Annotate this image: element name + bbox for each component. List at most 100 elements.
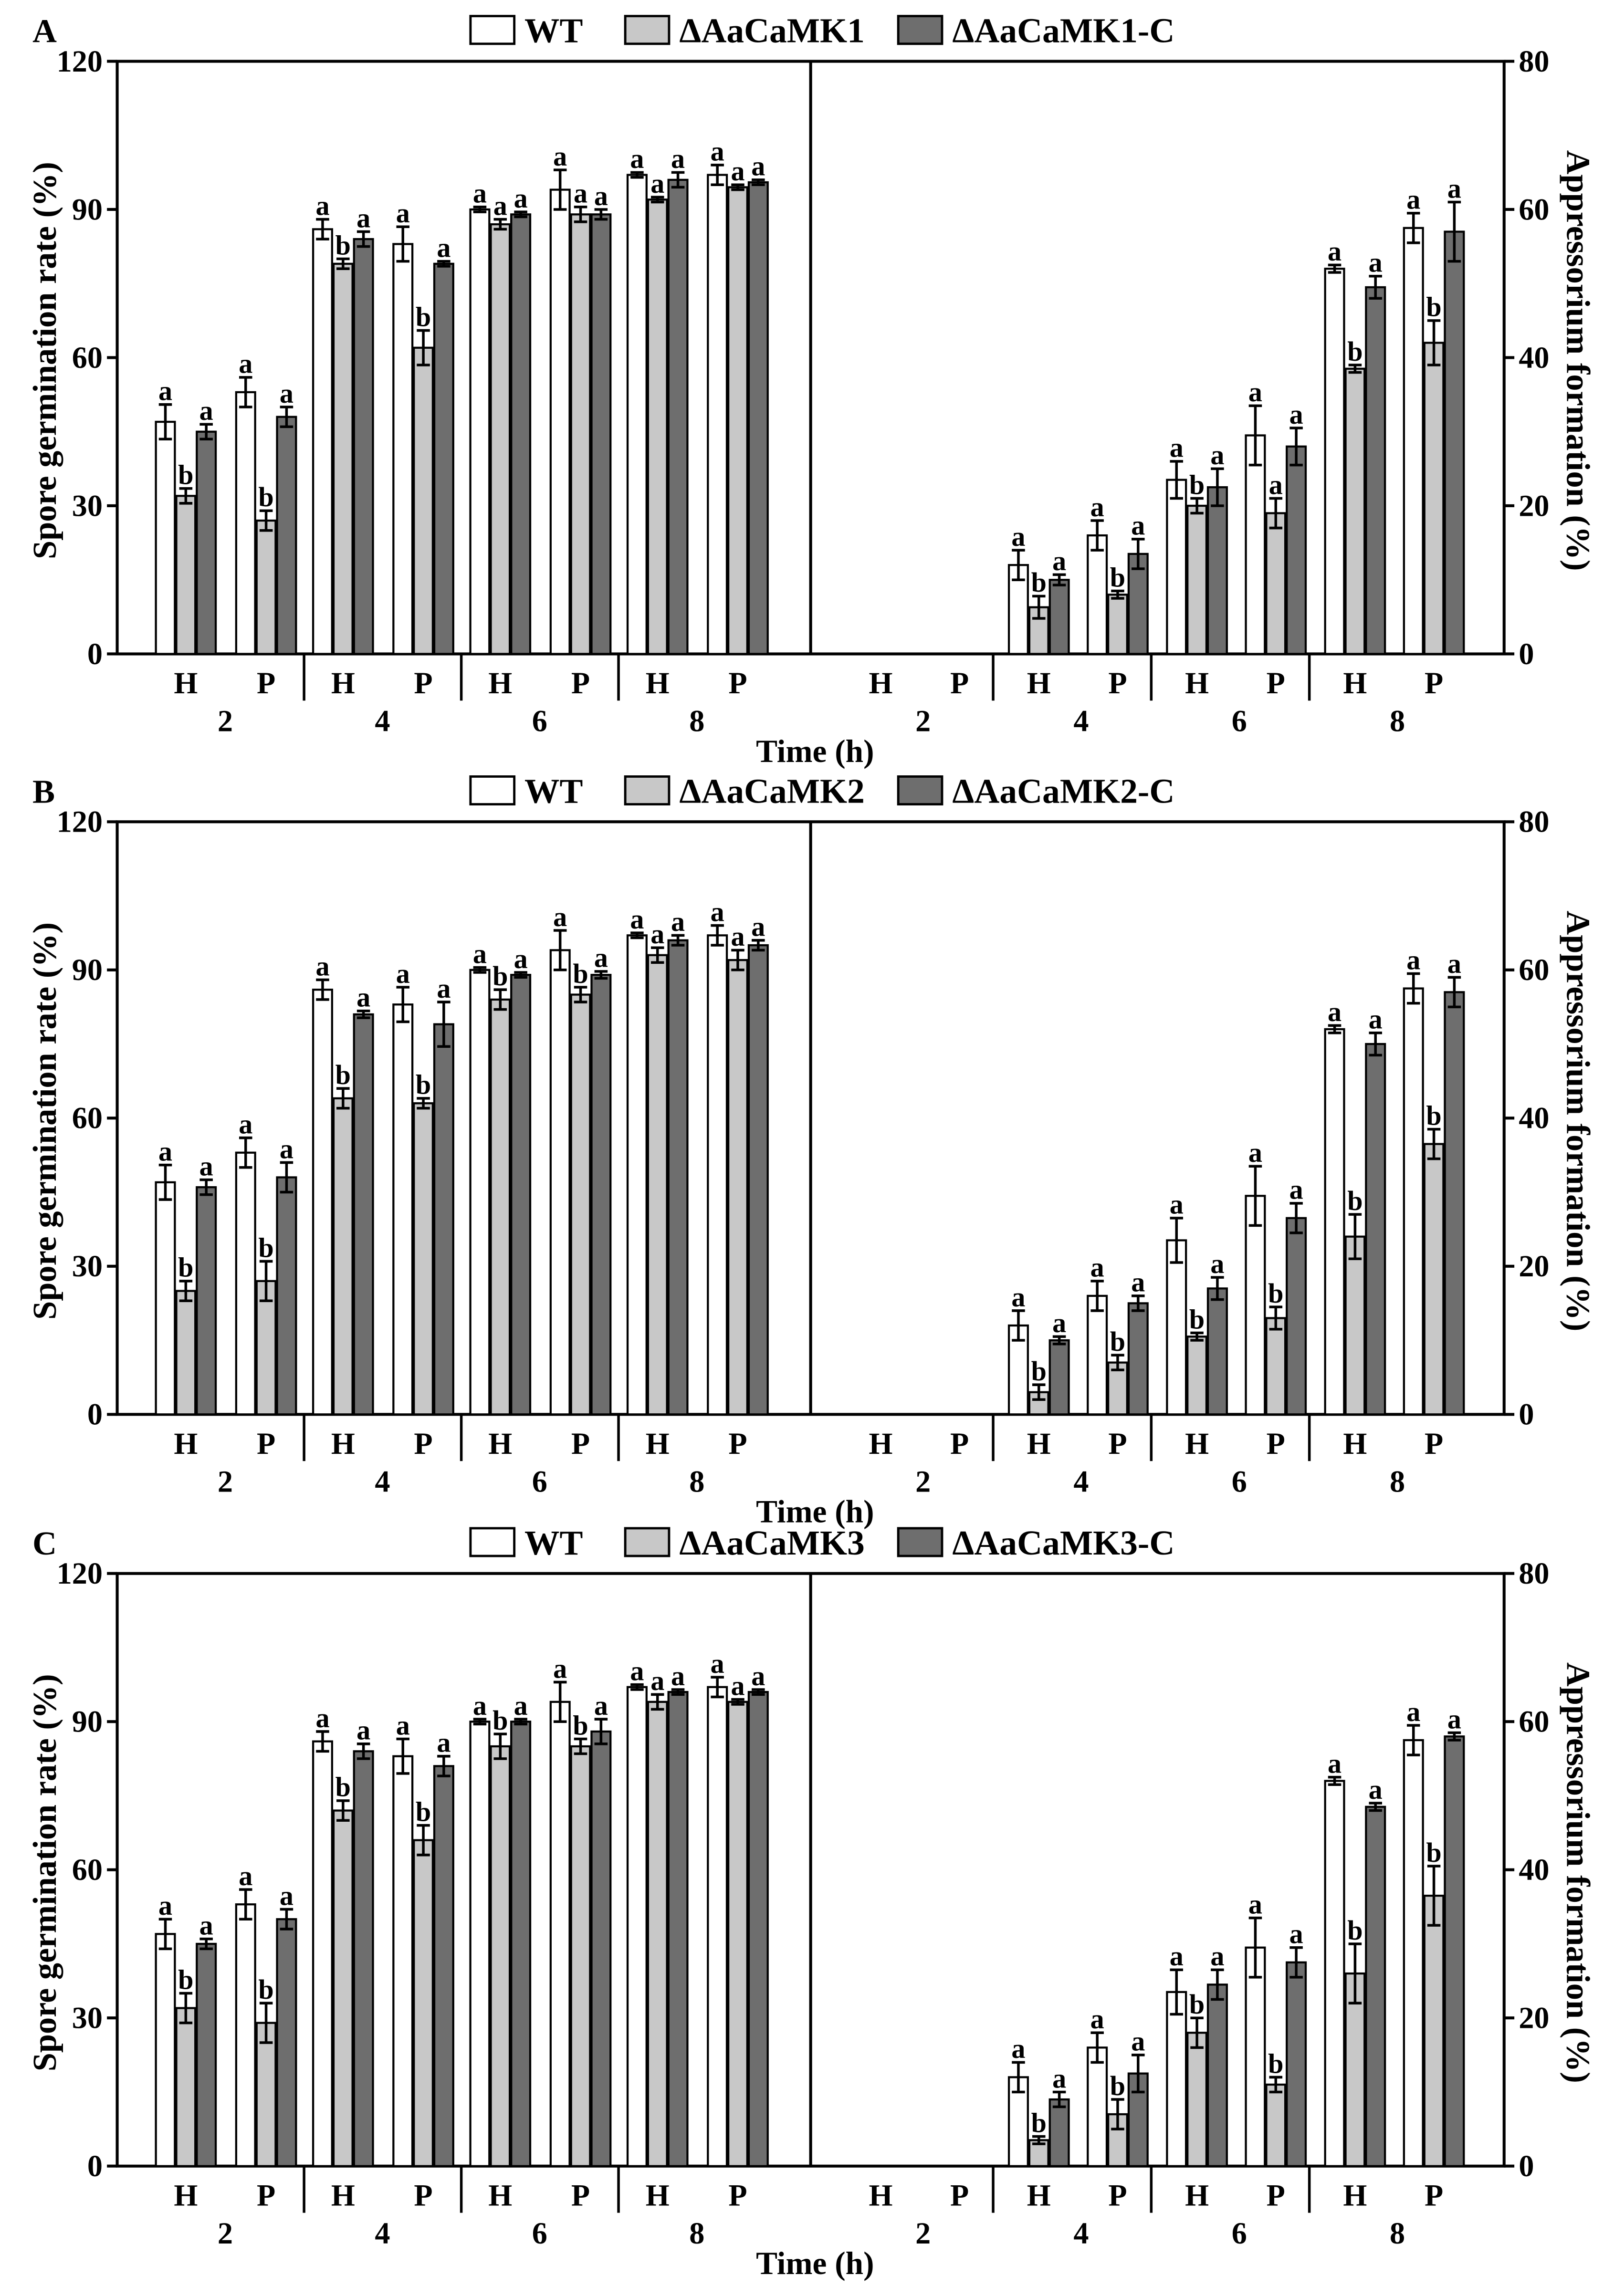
significance-letter-germination-6h-p-wt: a — [553, 1653, 567, 1684]
bar-germination-2h-h-wt — [155, 1181, 176, 1416]
error-bar-appressorium-6h-p-wt — [1248, 1165, 1262, 1227]
legend-label-complemented: ΔAaCaMK3-C — [952, 1524, 1174, 1562]
significance-letter-germination-4h-p-mutant: b — [416, 301, 431, 332]
error-bar-appressorium-8h-h-wt — [1328, 1775, 1342, 1786]
significance-letter-germination-8h-h-complemented: a — [671, 1660, 685, 1691]
bar-germination-4h-h-complemented — [353, 1750, 374, 2167]
significance-letter-appressorium-4h-p-wt: a — [1090, 491, 1104, 522]
significance-letter-appressorium-8h-p-wt: a — [1406, 944, 1420, 975]
significance-letter-appressorium-8h-h-complemented: a — [1369, 1774, 1383, 1805]
germination-axis-title: Spore germination rate (%) — [26, 162, 63, 559]
significance-letter-appressorium-6h-h-mutant: b — [1189, 469, 1205, 500]
bar-appressorium-8h-p-wt — [1403, 227, 1424, 655]
error-bar-appressorium-4h-h-mutant — [1032, 595, 1046, 620]
left-y-axis: 0 30 60 90 120 Spore germination rate (%) — [26, 44, 117, 671]
bar-appressorium-8h-p-complemented — [1444, 230, 1465, 655]
significance-letter-appressorium-6h-h-wt: a — [1170, 1941, 1184, 1972]
bar-germination-8h-h-complemented — [667, 939, 689, 1416]
bar-germination-6h-h-complemented — [510, 213, 532, 655]
error-bar-appressorium-8h-h-mutant — [1348, 1213, 1362, 1261]
bar-germination-8h-p-complemented — [747, 944, 769, 1416]
significance-letter-germination-6h-p-wt: a — [553, 141, 567, 172]
significance-letter-appressorium-8h-h-wt: a — [1328, 996, 1342, 1027]
bar-germination-4h-p-complemented — [433, 262, 454, 655]
significance-letter-germination-2h-h-mutant: b — [178, 459, 193, 491]
bar-germination-6h-h-mutant — [490, 998, 511, 1416]
right-y-axis: 0 20 40 60 80 Appressorium formation (%) — [1504, 805, 1596, 1431]
significance-letter-appressorium-4h-h-complemented: a — [1052, 1307, 1066, 1338]
time-label: 4 — [1073, 2216, 1089, 2250]
error-bar-germination-8h-h-mutant — [650, 196, 664, 204]
y-tick-label: 90 — [72, 1705, 103, 1739]
error-bar-appressorium-4h-h-complemented — [1052, 573, 1066, 586]
condition-label: P — [1425, 1427, 1443, 1461]
error-bar-germination-4h-p-mutant — [417, 1824, 430, 1857]
error-bar-appressorium-6h-p-mutant — [1269, 497, 1283, 530]
condition-label: P — [728, 1427, 747, 1461]
error-bar-germination-4h-h-mutant — [336, 1799, 350, 1822]
y-tick-label: 60 — [72, 1101, 103, 1135]
significance-letter-appressorium-4h-p-mutant: b — [1110, 2070, 1125, 2101]
error-bar-appressorium-6h-p-complemented — [1289, 1946, 1303, 1979]
condition-label: H — [1027, 1427, 1051, 1461]
significance-letter-appressorium-4h-h-wt: a — [1011, 1282, 1025, 1313]
significance-letter-germination-6h-h-wt: a — [473, 1690, 487, 1721]
time-label: 2 — [218, 1464, 233, 1498]
error-bar-appressorium-4h-p-mutant — [1111, 2098, 1124, 2130]
appressorium-bars — [1007, 227, 1465, 655]
y-tick-label: 120 — [57, 805, 103, 839]
error-bar-germination-2h-p-complemented — [280, 406, 293, 428]
bar-appressorium-6h-h-complemented — [1206, 1983, 1228, 2167]
significance-letter-appressorium-4h-p-complemented: a — [1131, 510, 1145, 541]
bar-germination-6h-p-wt — [549, 188, 571, 655]
error-bar-germination-6h-p-complemented — [594, 208, 608, 221]
significance-letter-appressorium-6h-p-complemented: a — [1289, 1174, 1303, 1205]
significance-letter-germination-4h-h-complemented: a — [356, 982, 370, 1013]
error-bar-germination-4h-h-mutant — [336, 257, 350, 270]
error-bar-germination-4h-p-complemented — [437, 1754, 451, 1777]
error-bar-appressorium-4h-h-wt — [1012, 549, 1025, 581]
error-bar-appressorium-4h-p-wt — [1090, 519, 1104, 552]
condition-label: P — [571, 666, 590, 700]
y-tick-label: 120 — [57, 1556, 103, 1590]
time-label: 8 — [689, 704, 704, 738]
error-bar-germination-6h-h-complemented — [514, 1718, 527, 1726]
error-bar-germination-8h-p-mutant — [731, 1698, 744, 1706]
y-tick-label: 30 — [72, 489, 103, 522]
bar-appressorium-8h-p-mutant — [1423, 1894, 1445, 2167]
significance-letter-germination-2h-h-complemented: a — [199, 1150, 213, 1181]
bar-appressorium-6h-p-mutant — [1265, 512, 1287, 655]
condition-label: P — [414, 666, 432, 700]
significance-letter-germination-4h-p-complemented: a — [437, 1727, 451, 1758]
bar-germination-4h-p-mutant — [413, 346, 434, 655]
error-bar-germination-2h-p-mutant — [259, 2002, 273, 2044]
condition-label: H — [174, 1427, 198, 1461]
bar-germination-8h-p-mutant — [727, 1701, 749, 2167]
error-bar-germination-6h-h-mutant — [493, 218, 507, 231]
error-bar-appressorium-8h-h-complemented — [1369, 274, 1382, 300]
significance-letter-germination-6h-p-complemented: a — [594, 942, 608, 973]
bar-appressorium-4h-h-complemented — [1048, 1339, 1070, 1416]
error-bar-germination-2h-h-complemented — [199, 1178, 213, 1196]
bar-appressorium-6h-p-complemented — [1286, 445, 1307, 655]
error-bar-germination-4h-p-mutant — [417, 1097, 430, 1110]
legend-swatch-wt — [469, 775, 516, 806]
bar-germination-6h-p-complemented — [590, 1730, 612, 2167]
bar-germination-6h-p-mutant — [570, 213, 591, 655]
significance-letter-germination-4h-p-wt: a — [396, 1710, 410, 1741]
significance-letter-appressorium-4h-h-complemented: a — [1052, 545, 1066, 576]
significance-letter-germination-8h-p-complemented: a — [751, 911, 765, 942]
significance-letter-germination-2h-p-wt: a — [239, 348, 252, 379]
right-y-axis: 0 20 40 60 80 Appressorium formation (%) — [1504, 1556, 1596, 2183]
significance-letter-appressorium-6h-p-mutant: b — [1268, 2048, 1283, 2079]
y-tick-label: 0 — [87, 2149, 103, 2183]
error-bar-germination-4h-h-complemented — [356, 1009, 370, 1019]
significance-letter-germination-8h-p-mutant: a — [731, 921, 744, 952]
significance-letter-germination-2h-p-complemented: a — [280, 1880, 293, 1911]
time-label: 4 — [375, 704, 390, 738]
significance-letter-appressorium-6h-p-wt: a — [1248, 1137, 1262, 1168]
bar-appressorium-6h-p-wt — [1245, 1946, 1266, 2167]
